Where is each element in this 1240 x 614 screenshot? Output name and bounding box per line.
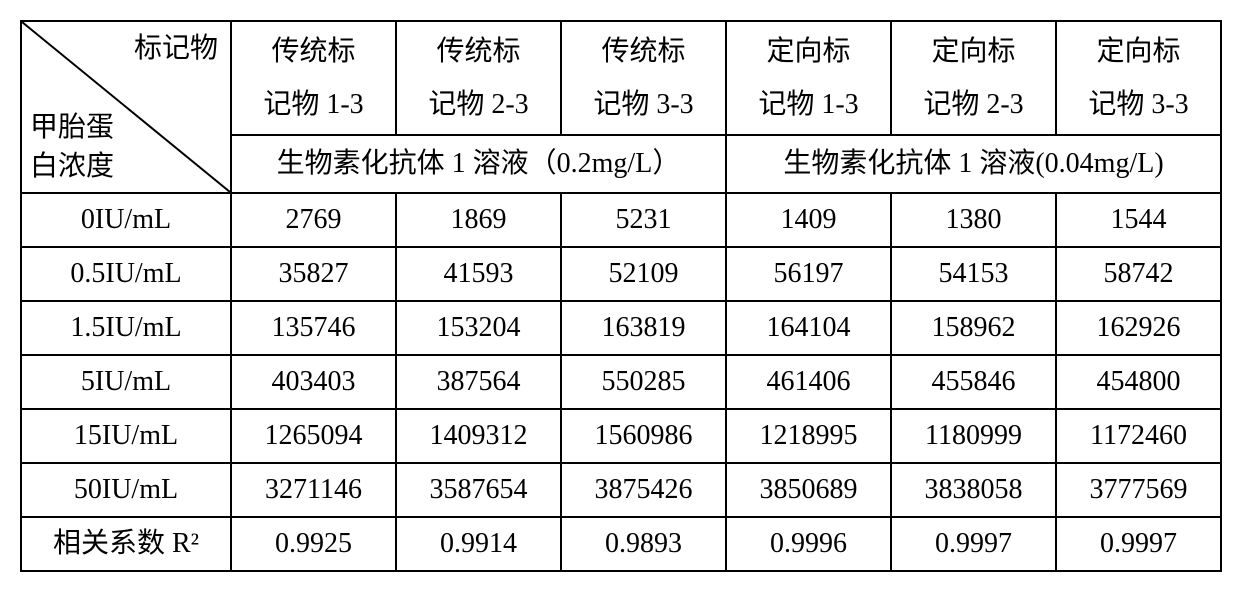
row-label: 5IU/mL (21, 355, 231, 409)
data-cell: 403403 (231, 355, 396, 409)
data-cell: 0.9893 (561, 517, 726, 571)
col-header-l1: 传统标 (436, 36, 520, 67)
data-cell: 0.9997 (891, 517, 1056, 571)
data-cell: 1869 (396, 193, 561, 247)
data-cell: 1560986 (561, 409, 726, 463)
col-header: 定向标 记物 3-3 (1056, 21, 1221, 135)
col-header: 定向标 记物 1-3 (726, 21, 891, 135)
col-header-l1: 传统标 (271, 36, 355, 67)
data-cell: 1544 (1056, 193, 1221, 247)
data-cell: 1409 (726, 193, 891, 247)
marker-comparison-table: 标记物 甲胎蛋 白浓度 传统标 记物 1-3 传统标 记物 2-3 传统标 记物 (20, 20, 1222, 572)
data-cell: 135746 (231, 301, 396, 355)
row-label: 0IU/mL (21, 193, 231, 247)
data-cell: 1409312 (396, 409, 561, 463)
col-header-l2: 记物 3-3 (593, 89, 693, 120)
table-row: 0IU/mL 2769 1869 5231 1409 1380 1544 (21, 193, 1221, 247)
header-row-1: 标记物 甲胎蛋 白浓度 传统标 记物 1-3 传统标 记物 2-3 传统标 记物 (21, 21, 1221, 135)
col-header-l2: 记物 2-3 (923, 89, 1023, 120)
data-cell: 54153 (891, 247, 1056, 301)
table-row: 0.5IU/mL 35827 41593 52109 56197 54153 5… (21, 247, 1221, 301)
data-cell: 1265094 (231, 409, 396, 463)
col-header-l1: 定向标 (1096, 36, 1180, 67)
diagonal-bottom-line1: 甲胎蛋 (30, 112, 114, 143)
col-header: 传统标 记物 3-3 (561, 21, 726, 135)
col-header-l2: 记物 3-3 (1088, 89, 1188, 120)
col-header-l2: 记物 1-3 (758, 89, 858, 120)
data-cell: 56197 (726, 247, 891, 301)
data-table-container: 标记物 甲胎蛋 白浓度 传统标 记物 1-3 传统标 记物 2-3 传统标 记物 (20, 20, 1220, 572)
row-label: 1.5IU/mL (21, 301, 231, 355)
table-row: 1.5IU/mL 135746 153204 163819 164104 158… (21, 301, 1221, 355)
col-header-l1: 传统标 (601, 36, 685, 67)
data-cell: 153204 (396, 301, 561, 355)
data-cell: 0.9996 (726, 517, 891, 571)
data-cell: 1380 (891, 193, 1056, 247)
row-label: 15IU/mL (21, 409, 231, 463)
data-cell: 387564 (396, 355, 561, 409)
data-cell: 58742 (1056, 247, 1221, 301)
col-header: 传统标 记物 2-3 (396, 21, 561, 135)
data-cell: 158962 (891, 301, 1056, 355)
data-cell: 163819 (561, 301, 726, 355)
data-cell: 0.9925 (231, 517, 396, 571)
data-cell: 1180999 (891, 409, 1056, 463)
row-label: 50IU/mL (21, 463, 231, 517)
col-header-l2: 记物 2-3 (428, 89, 528, 120)
col-header: 定向标 记物 2-3 (891, 21, 1056, 135)
data-cell: 1172460 (1056, 409, 1221, 463)
row-label: 相关系数 R² (21, 517, 231, 571)
data-cell: 0.9914 (396, 517, 561, 571)
data-cell: 35827 (231, 247, 396, 301)
data-cell: 3271146 (231, 463, 396, 517)
col-header: 传统标 记物 1-3 (231, 21, 396, 135)
data-cell: 1218995 (726, 409, 891, 463)
data-cell: 162926 (1056, 301, 1221, 355)
diagonal-header-cell: 标记物 甲胎蛋 白浓度 (21, 21, 231, 193)
col-header-l1: 定向标 (931, 36, 1015, 67)
col-header-l2: 记物 1-3 (263, 89, 363, 120)
diagonal-bottom-line2: 白浓度 (30, 151, 114, 182)
data-cell: 454800 (1056, 355, 1221, 409)
data-cell: 3850689 (726, 463, 891, 517)
data-cell: 3875426 (561, 463, 726, 517)
sub-header-right: 生物素化抗体 1 溶液(0.04mg/L) (726, 135, 1221, 193)
data-cell: 550285 (561, 355, 726, 409)
table-row: 5IU/mL 403403 387564 550285 461406 45584… (21, 355, 1221, 409)
data-cell: 3777569 (1056, 463, 1221, 517)
data-cell: 3587654 (396, 463, 561, 517)
data-cell: 164104 (726, 301, 891, 355)
data-cell: 5231 (561, 193, 726, 247)
data-cell: 0.9997 (1056, 517, 1221, 571)
data-cell: 41593 (396, 247, 561, 301)
sub-header-left: 生物素化抗体 1 溶液（0.2mg/L） (231, 135, 726, 193)
data-cell: 455846 (891, 355, 1056, 409)
table-row: 15IU/mL 1265094 1409312 1560986 1218995 … (21, 409, 1221, 463)
data-cell: 52109 (561, 247, 726, 301)
row-label: 0.5IU/mL (21, 247, 231, 301)
data-cell: 2769 (231, 193, 396, 247)
data-cell: 3838058 (891, 463, 1056, 517)
table-row: 50IU/mL 3271146 3587654 3875426 3850689 … (21, 463, 1221, 517)
table-row: 相关系数 R² 0.9925 0.9914 0.9893 0.9996 0.99… (21, 517, 1221, 571)
diagonal-bottom-label: 甲胎蛋 白浓度 (30, 108, 114, 186)
col-header-l1: 定向标 (766, 36, 850, 67)
diagonal-top-label: 标记物 (134, 28, 218, 70)
data-cell: 461406 (726, 355, 891, 409)
